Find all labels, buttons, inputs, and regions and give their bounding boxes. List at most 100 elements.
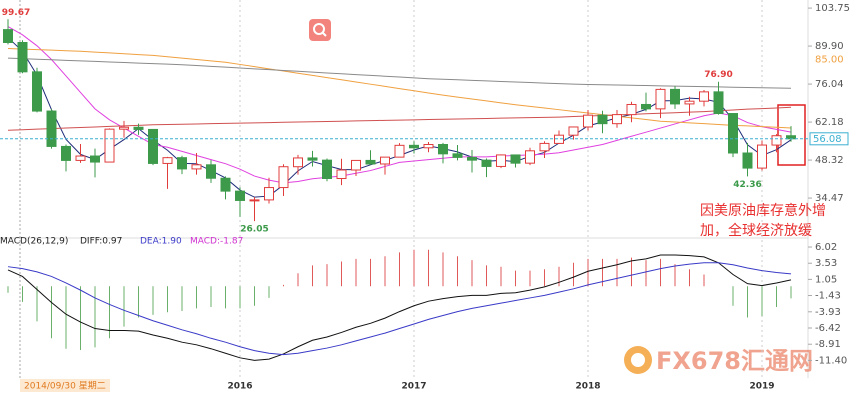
candle-body [206,164,216,179]
candle-body [148,128,158,164]
candle-body [46,110,57,147]
macd-params: MACD(26,12,9) [0,237,68,247]
candle-body [438,144,448,155]
candle-body [452,153,463,158]
y-tick-label: 1.05 [815,274,837,285]
extreme-label: 76.90 [704,70,732,80]
y-tick-label: -6.42 [815,323,841,334]
ma-line [7,48,792,129]
y-tick-label: 103.75 [815,3,850,14]
candle-body [728,113,738,154]
last-price-label: 56.08 [813,134,842,145]
last-price-box [809,132,849,146]
candle-body [641,103,651,110]
candle-body [612,114,622,125]
y-tick-label: -11.40 [815,355,847,366]
candle-body [409,144,419,149]
ref-label: 85.00 [815,55,844,66]
y-tick-label: -3.93 [815,307,841,318]
watermark-logo [631,353,645,367]
x-tick-label: 2019 [749,382,774,392]
candle-body [61,145,71,161]
candle-body [568,126,579,136]
candle-body [336,169,347,180]
candle-body [713,91,724,115]
candle-body [394,144,405,158]
highlight-box [777,104,806,166]
candle-body [496,154,506,167]
candle-body [670,88,680,105]
candle-body [177,157,187,170]
macd-line [7,254,792,361]
candle-body [162,157,173,164]
candle-body [307,157,318,161]
candle-body [90,155,100,163]
annotation: 加，全球经济放缓 [700,222,812,239]
y-tick-label: 3.53 [815,258,837,269]
candle-body [220,177,231,192]
candle-body [3,29,13,44]
candle-body [757,144,767,169]
cursor-label-bg [20,379,110,392]
y-tick-label: -1.43 [815,291,841,302]
candle-body [293,157,303,168]
cursor-label: 2014/09/30 星期二 [24,381,106,392]
ma-line [7,26,792,184]
extreme-label: 42.36 [733,180,761,190]
ma-line [7,57,792,89]
candle-body [655,88,666,110]
extreme-label: 99.67 [2,8,30,18]
candle-body [742,152,753,169]
candle-body [525,150,535,164]
candle-body [365,159,376,165]
candle-body [264,187,274,201]
candle-body [104,128,115,163]
candle-body [626,103,637,116]
macd-diff: DIFF:0.97 [80,237,122,247]
candle-body [467,156,477,161]
x-tick-label: 2016 [227,382,252,392]
candle-body [32,71,42,112]
macd-value: MACD:-1.87 [190,237,243,247]
y-tick-label: 62.18 [815,117,844,128]
search-button-bg[interactable] [309,19,331,41]
candle-body [684,100,695,105]
candle-body [423,144,434,149]
candle-body [133,126,144,130]
candle-body [539,142,550,152]
x-tick-label: 2018 [575,382,600,392]
y-tick-label: 34.47 [815,193,844,204]
candle-body [699,91,709,102]
candle-body [583,114,593,128]
search-button[interactable] [309,19,331,41]
candle-body [17,42,28,73]
extreme-label: 26.05 [240,225,268,235]
candle-body [597,114,608,125]
y-tick-label: 6.02 [815,242,837,253]
y-tick-label: 89.90 [815,41,844,52]
y-tick-label: 76.04 [815,79,844,90]
candle-body [235,190,245,201]
x-tick-label: 2017 [401,382,426,392]
candle-body [322,159,332,180]
y-tick-label: -8.91 [815,339,841,350]
candle-body [771,135,782,146]
candle-body [510,154,521,164]
search-icon[interactable] [313,23,325,35]
macd-dea: DEA:1.90 [140,237,182,247]
watermark-text: FX678汇通网 [656,347,813,375]
candle-body [481,159,492,167]
candle-body [119,126,129,130]
candle-body [249,199,260,202]
macd-line [7,262,792,356]
candle-body [191,164,202,170]
annotation: 因美原油库存意外增 [700,202,826,219]
candle-body [75,155,86,161]
candle-body [351,159,361,171]
search-icon[interactable] [322,32,327,37]
candle-body [278,166,289,189]
candle-body [380,156,390,165]
